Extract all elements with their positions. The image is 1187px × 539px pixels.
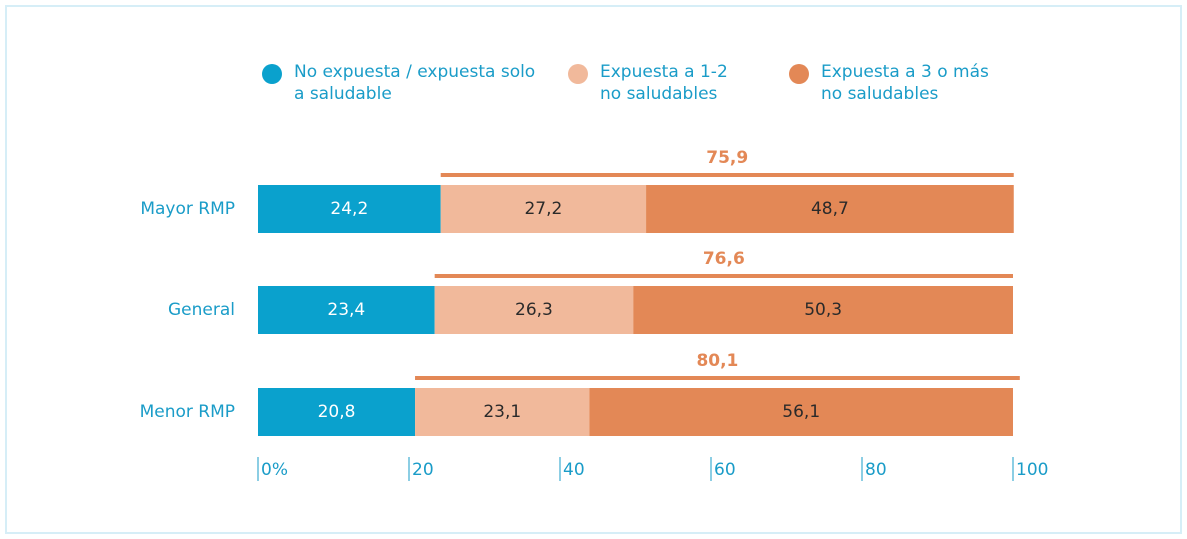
data-label: 48,7 <box>811 199 849 219</box>
bar-segment <box>258 286 435 334</box>
total-label: 75,9 <box>706 148 748 168</box>
data-label: 50,3 <box>804 300 842 320</box>
bar-segment <box>434 286 634 334</box>
data-label: 26,3 <box>515 300 553 320</box>
data-label: 24,2 <box>330 199 368 219</box>
bar-segment <box>440 185 647 233</box>
data-label: 23,4 <box>327 300 365 320</box>
bar-segment <box>415 388 590 436</box>
data-label: 27,2 <box>524 199 562 219</box>
x-tick-label: 40 <box>563 460 585 480</box>
y-tick-label: Mayor RMP <box>140 199 235 219</box>
legend-marker <box>262 64 282 84</box>
legend-label: Expuesta a 3 o más no saludables <box>821 62 989 104</box>
data-label: 20,8 <box>318 402 356 422</box>
bar-segment <box>633 286 1013 334</box>
x-tick-label: 100 <box>1016 460 1048 480</box>
x-tick-label: 0% <box>261 460 288 480</box>
bar-segment <box>646 185 1014 233</box>
x-tick-label: 20 <box>412 460 434 480</box>
data-label: 56,1 <box>782 402 820 422</box>
x-tick-label: 80 <box>865 460 887 480</box>
legend-marker <box>789 64 809 84</box>
legend-marker <box>568 64 588 84</box>
x-tick-label: 60 <box>714 460 736 480</box>
legend-label: No expuesta / expuesta solo a saludable <box>294 62 536 104</box>
bar-segment <box>258 388 416 436</box>
y-tick-label: General <box>168 300 235 320</box>
legend-label: Expuesta a 1-2 no saludables <box>600 62 728 104</box>
total-label: 76,6 <box>703 249 745 269</box>
data-label: 23,1 <box>483 402 521 422</box>
frame <box>5 5 1182 534</box>
y-tick-label: Menor RMP <box>140 402 235 422</box>
bar-segment <box>589 388 1013 436</box>
total-label: 80,1 <box>696 351 738 371</box>
bar-segment <box>258 185 441 233</box>
